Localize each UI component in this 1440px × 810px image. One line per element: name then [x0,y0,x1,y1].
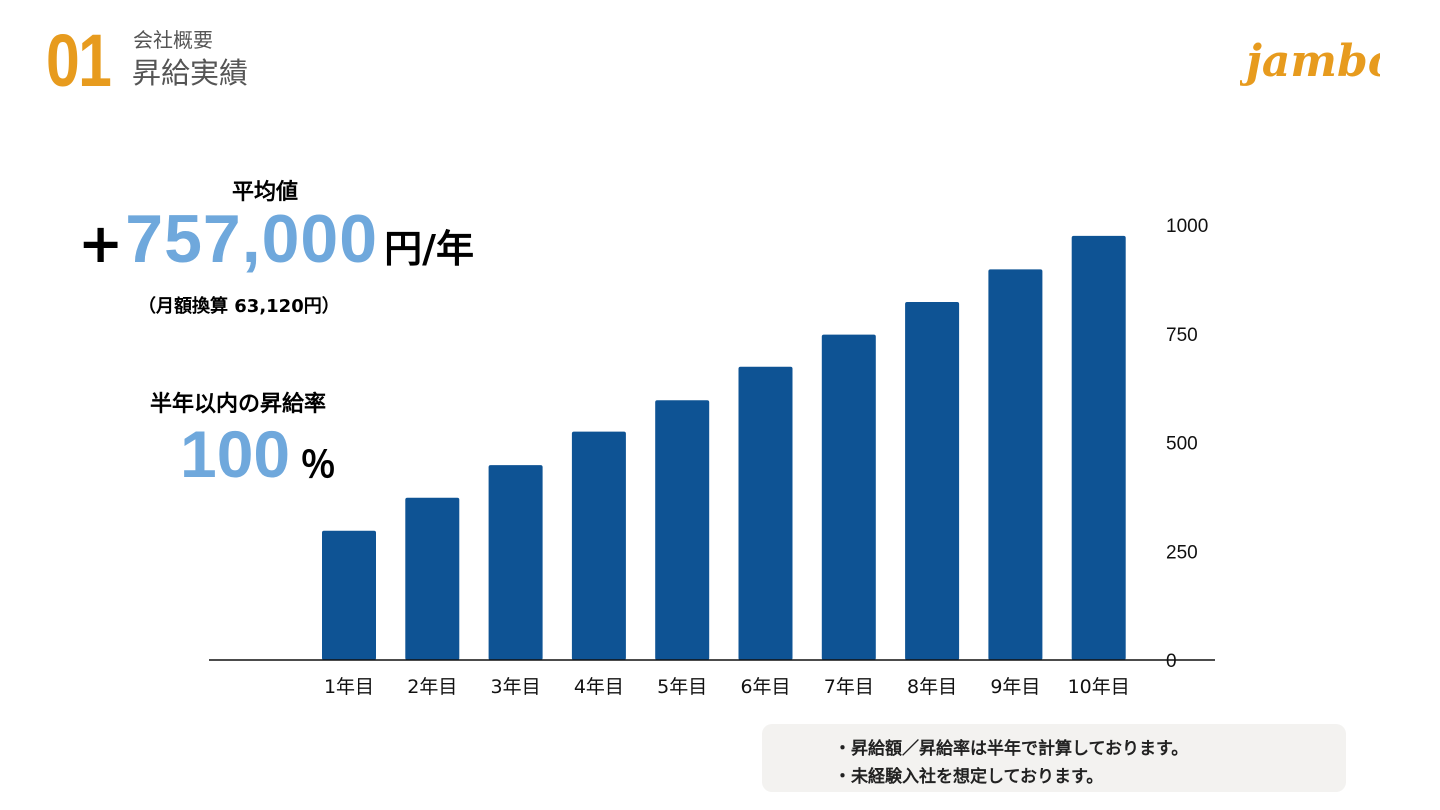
raise-rate-value: 100 [180,417,291,491]
bar-2 [405,497,460,660]
x-tick-label-5: 5年目 [657,676,707,698]
logo-wordmark: jambo [1240,36,1380,87]
note-line-1: ・昇給額／昇給率は半年で計算しております。 [834,739,1189,759]
bar-5 [655,400,710,660]
bar-6 [738,366,793,660]
bar-1 [322,530,376,660]
bar-10 [1071,235,1126,660]
bar-3 [488,465,543,660]
raise-rate-row: 100 ％ [180,416,336,492]
y-tick-label-750: 750 [1166,325,1198,346]
section-number: 01 [46,19,112,102]
raise-rate-unit: ％ [300,445,337,486]
x-tick-label-4: 4年目 [574,676,624,698]
monthly-equivalent: （月額換算 63,120円） [138,296,340,317]
x-tick-label-7: 7年目 [824,676,874,698]
bar-8 [905,301,960,660]
y-tick-label-500: 500 [1166,434,1198,455]
average-value: 757,000 [125,201,379,277]
note-line-2: ・未経験入社を想定しております。 [834,767,1104,787]
section-subtitle: 会社概要 [133,28,213,52]
average-plus-sign: + [78,212,124,275]
bar-9 [988,269,1043,660]
average-unit: 円/年 [384,227,474,271]
y-tick-label-250: 250 [1166,542,1198,563]
average-label: 平均値 [232,180,299,205]
x-tick-label-6: 6年目 [740,676,790,698]
jambo-logo: jambo [1240,36,1380,87]
page-title: 昇給実績 [132,56,249,90]
x-tick-label-9: 9年目 [990,676,1040,698]
y-tick-label-0: 0 [1166,651,1177,672]
notes-box [762,724,1346,792]
x-tick-label-1: 1年目 [324,676,374,698]
x-tick-label-2: 2年目 [407,676,457,698]
x-tick-label-10: 10年目 [1068,676,1130,698]
y-tick-label-1000: 1000 [1166,216,1208,237]
x-tick-label-3: 3年目 [491,676,541,698]
x-tick-label-8: 8年目 [907,676,957,698]
average-row: + 757,000 円/年 [78,200,474,284]
raise-rate-label: 半年以内の昇給率 [150,392,327,417]
bar-4 [571,431,626,660]
bar-7 [821,334,876,660]
